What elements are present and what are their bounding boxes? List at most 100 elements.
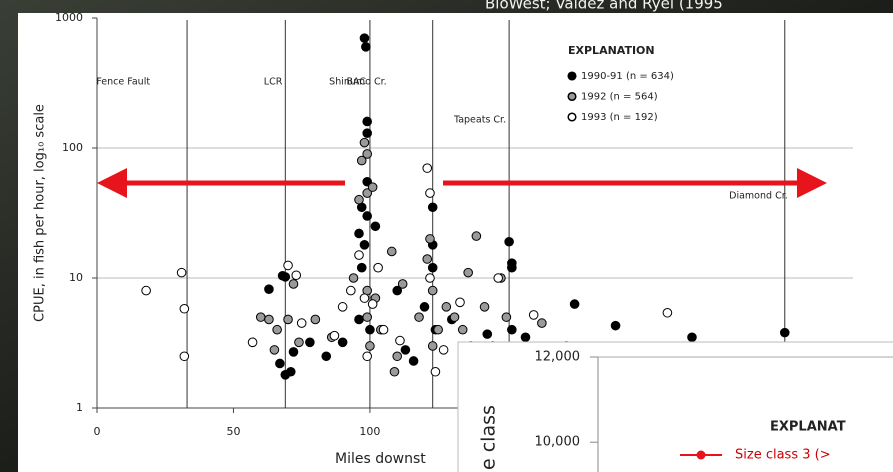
data-point — [441, 302, 452, 312]
x-tick-label: 0 — [94, 425, 101, 438]
data-point — [438, 345, 449, 355]
legend-title: EXPLANATION — [568, 44, 655, 57]
data-point — [356, 155, 367, 166]
data-point — [354, 194, 364, 205]
data-point — [427, 285, 438, 296]
data-point — [362, 211, 372, 221]
data-point — [346, 285, 356, 296]
data-point — [310, 314, 321, 325]
y-tick-label: 12,000 — [535, 350, 581, 365]
data-point — [386, 246, 397, 257]
data-point — [471, 231, 482, 241]
data-point — [419, 302, 430, 312]
data-point — [569, 299, 580, 309]
inset-chart: 10,000 12,000 e class EXPLANAT Size class 3 … — [478, 350, 893, 472]
data-point — [433, 324, 443, 335]
legend-label: 1993 (n = 192) — [581, 112, 658, 123]
data-point — [275, 358, 285, 369]
x-tick-label: 50 — [226, 425, 240, 438]
data-point — [362, 312, 372, 322]
data-point — [288, 347, 299, 357]
data-point — [354, 250, 364, 260]
data-point — [361, 42, 371, 52]
legend-marker — [567, 91, 577, 102]
data-point — [400, 345, 411, 355]
data-point — [370, 221, 381, 232]
y-tick-label: 1000 — [55, 11, 83, 24]
data-point — [359, 240, 370, 250]
data-point — [365, 324, 375, 335]
y-axis-label: e class — [478, 405, 500, 470]
data-point — [493, 273, 503, 283]
data-point — [247, 337, 258, 348]
data-point — [479, 302, 490, 312]
data-point — [662, 307, 673, 318]
reference-label: BAC — [346, 77, 366, 88]
data-point — [378, 324, 389, 335]
data-point — [395, 335, 405, 346]
data-point — [264, 284, 274, 295]
data-point — [337, 337, 348, 348]
data-point — [455, 297, 465, 308]
data-point — [359, 33, 370, 43]
data-point — [362, 351, 372, 362]
data-point — [507, 324, 517, 335]
data-point — [427, 202, 438, 213]
data-point — [430, 366, 441, 377]
legend-marker — [567, 112, 577, 122]
data-point — [520, 332, 531, 343]
data-point — [457, 324, 468, 335]
data-point — [392, 351, 403, 362]
inset-panel — [457, 341, 893, 472]
y-tick-label: 100 — [62, 141, 83, 154]
data-point — [482, 329, 493, 339]
data-point — [356, 262, 367, 273]
data-point — [425, 234, 435, 244]
data-point — [367, 182, 378, 192]
y-axis-label: CPUE, in fish per hour, log₁₀ scale — [33, 104, 48, 322]
data-point — [397, 279, 408, 289]
reference-label: Fence Fault — [96, 77, 150, 88]
data-point — [362, 188, 372, 198]
data-point — [255, 312, 266, 322]
data-point — [389, 366, 400, 377]
data-point — [291, 270, 302, 281]
data-point — [359, 137, 370, 148]
data-point — [348, 273, 359, 283]
legend-marker — [567, 71, 577, 81]
reference-label: Diamond Cr. — [729, 191, 788, 202]
data-point — [373, 262, 383, 273]
data-point — [501, 312, 512, 322]
data-point — [141, 285, 151, 296]
data-point — [359, 293, 370, 303]
reference-label: LCR — [264, 77, 283, 88]
data-point — [264, 314, 274, 325]
data-point — [272, 324, 282, 335]
reference-label: Shinumo Cr. — [329, 77, 387, 88]
x-tick-label: 100 — [359, 425, 380, 438]
data-point — [507, 262, 517, 273]
data-point — [354, 228, 364, 239]
data-point — [504, 236, 514, 247]
data-point — [362, 128, 372, 138]
data-point — [362, 149, 372, 159]
data-point — [176, 267, 187, 278]
source-text: BioWest; Valdez and Ryel (1995 — [485, 0, 723, 13]
data-point — [283, 314, 293, 325]
data-point — [329, 330, 340, 341]
data-point — [610, 320, 621, 331]
data-point — [422, 163, 433, 173]
y-tick-label: 1 — [76, 401, 83, 414]
data-point — [408, 356, 419, 366]
y-tick-label: 10 — [69, 271, 83, 284]
x-axis-label: Miles downst — [335, 451, 426, 467]
data-point — [354, 314, 364, 325]
data-point — [294, 337, 304, 348]
data-point — [269, 345, 280, 355]
data-point — [414, 312, 424, 322]
data-point — [422, 254, 433, 264]
reference-label: Tapeats Cr. — [453, 115, 506, 126]
data-point — [321, 351, 332, 362]
data-point — [392, 285, 403, 296]
